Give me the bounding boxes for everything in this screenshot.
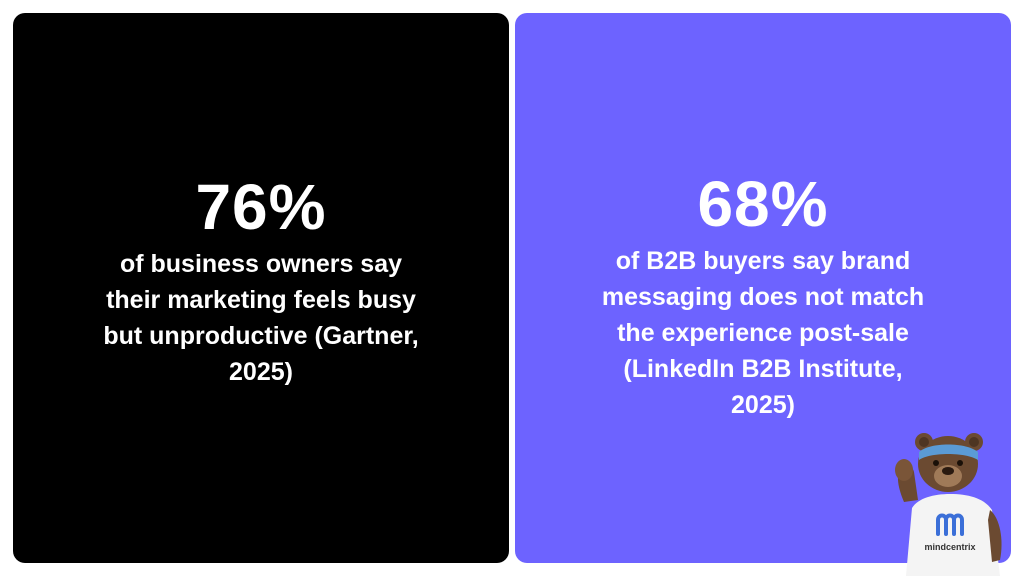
- bear-mascot-icon: mindcentrix: [890, 430, 1010, 576]
- mascot-brand: mindcentrix: [924, 542, 975, 552]
- stat-card-right: 68% of B2B buyers say brand messaging do…: [515, 13, 1011, 563]
- stat-value: 76%: [195, 171, 327, 243]
- stat-description: of B2B buyers say brand messaging does n…: [601, 247, 925, 419]
- stat-card-left: 76% of business owners say their marketi…: [13, 13, 509, 563]
- stat-description: of business owners say their marketing f…: [103, 250, 419, 386]
- stat-value: 68%: [697, 168, 829, 240]
